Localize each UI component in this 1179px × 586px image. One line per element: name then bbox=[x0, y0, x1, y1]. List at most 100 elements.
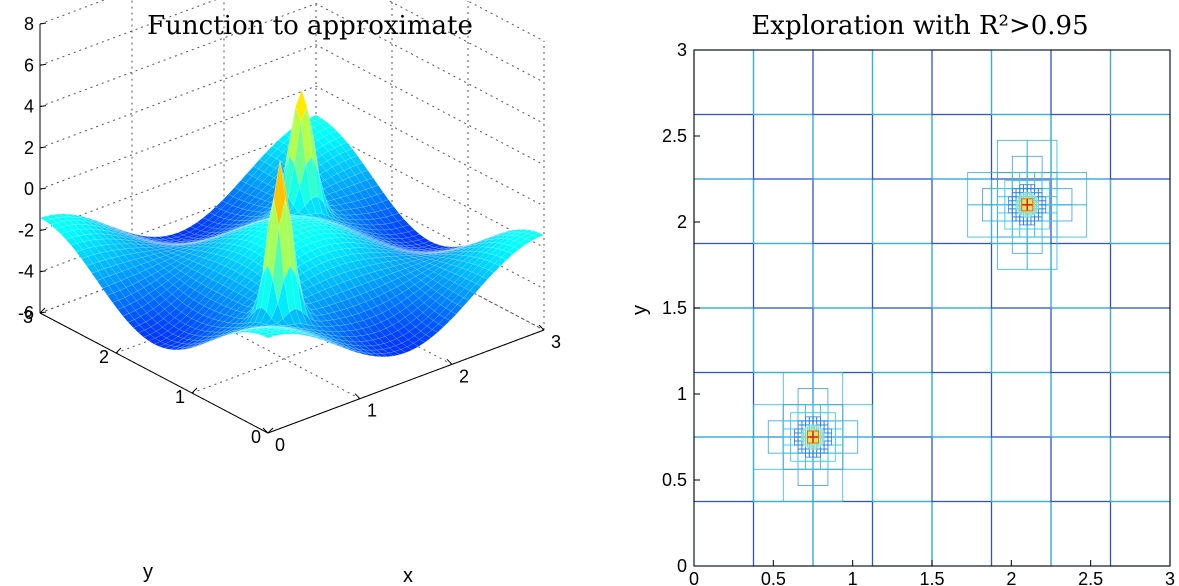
surface-patch bbox=[496, 231, 508, 236]
surface-patch bbox=[379, 216, 392, 225]
surface-patch bbox=[397, 275, 410, 284]
grid-line-z bbox=[39, 3, 545, 125]
surface-patch bbox=[167, 243, 179, 245]
cell bbox=[782, 420, 792, 430]
surface-patch bbox=[126, 275, 140, 285]
cell bbox=[1041, 188, 1050, 198]
surface-patch bbox=[350, 207, 363, 215]
surface-patch bbox=[210, 247, 223, 255]
surface-patch bbox=[378, 283, 392, 294]
surface-patch bbox=[359, 252, 372, 260]
surface-patch bbox=[337, 324, 351, 332]
surface-patch bbox=[223, 268, 236, 279]
surface-patch bbox=[233, 318, 247, 324]
cell bbox=[982, 204, 998, 222]
cell bbox=[823, 432, 829, 438]
surface-patch bbox=[349, 214, 362, 221]
surface-patch bbox=[225, 228, 238, 234]
surface-patch bbox=[388, 305, 401, 316]
surface-y-label: y bbox=[143, 561, 153, 583]
cell bbox=[1034, 228, 1043, 238]
cell bbox=[1015, 212, 1021, 218]
surface-patch bbox=[495, 249, 508, 258]
surface-patch bbox=[317, 330, 331, 336]
x-tick-label: 0 bbox=[689, 569, 699, 586]
cell bbox=[823, 436, 829, 442]
cell bbox=[931, 113, 993, 180]
cell bbox=[1026, 228, 1036, 238]
cell bbox=[790, 444, 799, 454]
surface-patch bbox=[462, 255, 475, 263]
surface-patch bbox=[483, 261, 496, 271]
surface-patch bbox=[259, 327, 272, 330]
surface-patch bbox=[267, 198, 280, 279]
cell bbox=[827, 436, 832, 442]
surface-patch bbox=[76, 217, 89, 222]
cell bbox=[1023, 220, 1028, 226]
surface-patch bbox=[477, 259, 491, 269]
surface-patch bbox=[372, 286, 385, 297]
cell bbox=[1034, 180, 1043, 190]
cell bbox=[1011, 228, 1021, 238]
surface-patch bbox=[362, 326, 375, 335]
y-tick-label: 1.5 bbox=[662, 298, 687, 318]
surface-patch bbox=[235, 264, 248, 275]
cell bbox=[827, 420, 836, 430]
surface-patch bbox=[410, 247, 422, 251]
surface-patch bbox=[199, 286, 212, 297]
surface-patch bbox=[245, 230, 259, 236]
surface-patch bbox=[220, 203, 233, 212]
surface-patch bbox=[216, 224, 230, 230]
cell bbox=[820, 460, 829, 470]
cell bbox=[812, 49, 874, 116]
z-tick-label: 0 bbox=[24, 179, 34, 199]
surface-patch bbox=[248, 196, 261, 205]
x-tick-label: 0 bbox=[275, 435, 285, 455]
surface-patch bbox=[344, 323, 357, 332]
cell bbox=[816, 416, 821, 422]
surface-patch bbox=[205, 247, 218, 254]
cell bbox=[1050, 436, 1112, 503]
surface-patch bbox=[248, 220, 261, 225]
surface-patch bbox=[244, 222, 256, 227]
surface-patch bbox=[363, 232, 375, 239]
surface-patch bbox=[455, 267, 468, 277]
surface-patch bbox=[186, 261, 199, 270]
cell bbox=[820, 448, 825, 454]
surface-patch bbox=[419, 283, 432, 294]
surface-patch bbox=[355, 328, 368, 336]
surface-patch bbox=[305, 250, 318, 260]
cell bbox=[1050, 500, 1112, 567]
surface-patch bbox=[145, 317, 158, 328]
surface-patch bbox=[387, 265, 400, 274]
surface-patch bbox=[230, 230, 243, 236]
surface-patch bbox=[384, 333, 398, 342]
cell bbox=[752, 113, 814, 180]
surface-patch bbox=[234, 312, 248, 319]
surface-patch bbox=[469, 246, 483, 252]
x-tick bbox=[538, 324, 545, 331]
cell bbox=[1037, 200, 1043, 206]
surface-patch bbox=[301, 278, 314, 289]
cluster-center-box bbox=[806, 430, 820, 444]
surface-patch bbox=[62, 220, 75, 226]
cell bbox=[812, 307, 874, 374]
surface-patch bbox=[374, 353, 388, 358]
cell bbox=[1030, 199, 1033, 202]
surface-patch bbox=[407, 293, 420, 304]
cell bbox=[1037, 196, 1043, 202]
surface-patch bbox=[374, 321, 387, 332]
surface-patch bbox=[497, 238, 511, 244]
cell bbox=[823, 424, 829, 430]
surface-patch bbox=[376, 192, 389, 203]
y-tick bbox=[39, 307, 46, 314]
surface-patch bbox=[491, 242, 504, 249]
cell bbox=[1041, 208, 1047, 214]
cell bbox=[1034, 196, 1037, 200]
surface-patch bbox=[317, 136, 330, 146]
cell bbox=[1034, 172, 1043, 181]
surface-patch bbox=[242, 222, 254, 228]
cell bbox=[752, 307, 814, 374]
surface-patch bbox=[312, 325, 326, 332]
cell bbox=[816, 452, 821, 458]
